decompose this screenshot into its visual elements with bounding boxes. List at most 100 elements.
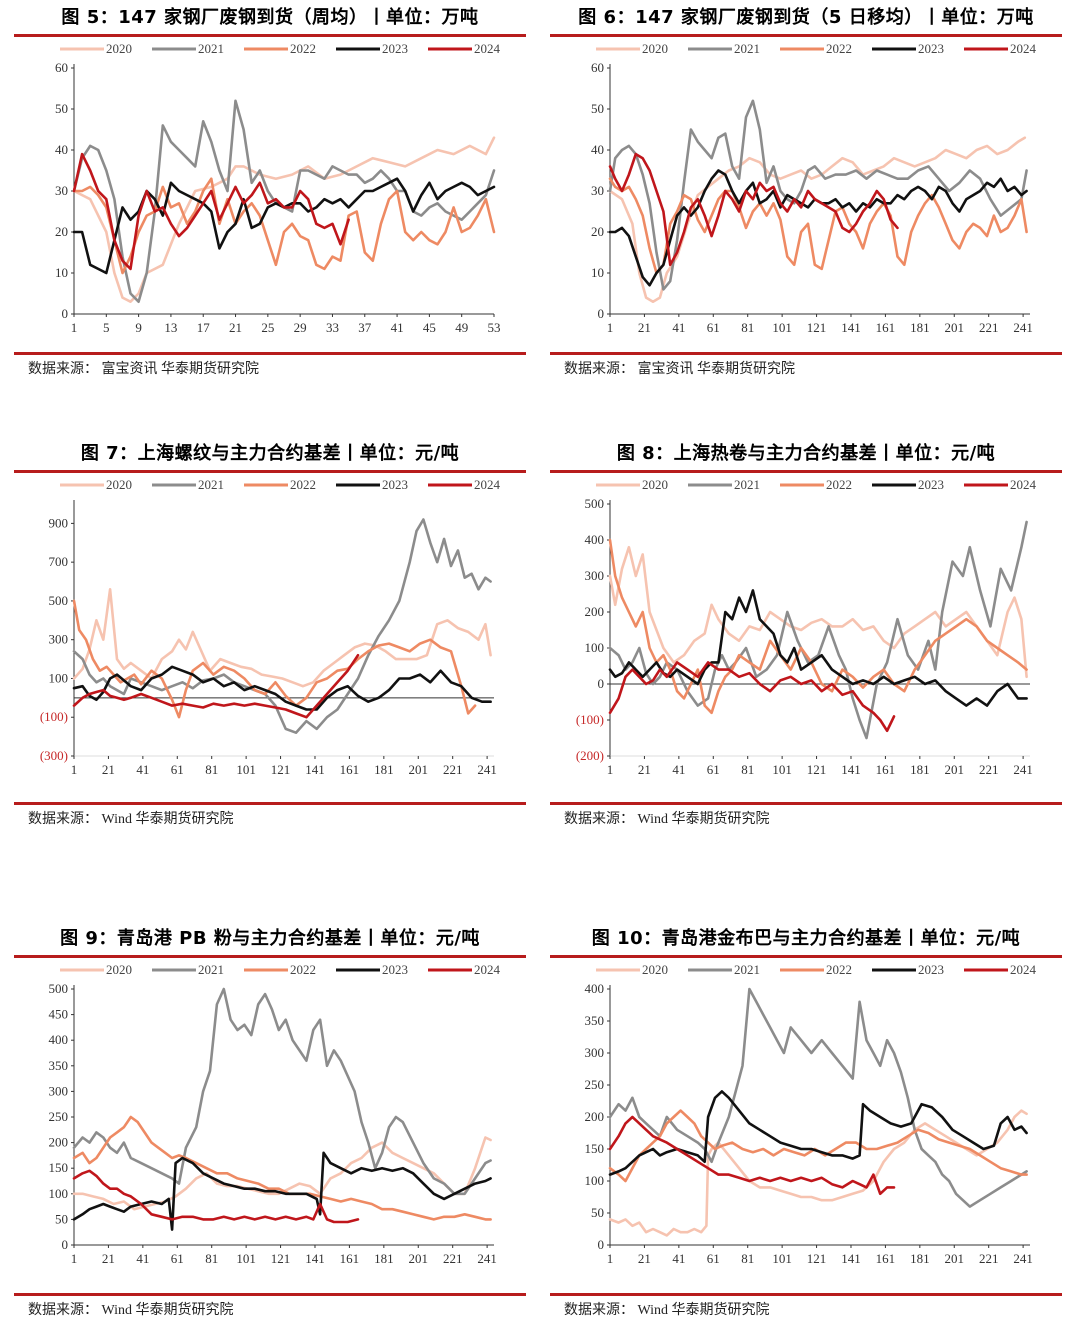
legend: 2020 2021 2022 2023 2024 [596,477,1037,492]
x-tick-label: 181 [374,1251,394,1266]
title-rule [550,470,1062,473]
legend-item: 2023 [872,477,944,492]
legend-item: 2023 [872,962,944,977]
x-tick-label: 141 [305,1251,325,1266]
source-rule [14,802,526,805]
series-line-2020 [608,545,1028,679]
x-tick-label: 121 [271,762,291,777]
x-tick-label: 81 [205,1251,218,1266]
legend-item: 2022 [780,477,852,492]
chart-svg: 2020 2021 2022 2023 2024 (300) (100) 100 300 500 7… [40,477,501,777]
y-tick-label: (200) [576,748,604,763]
chart-panel-fig5: 图 5：147 家钢厂废钢到货（周均）丨单位：万吨 2020 2021 2022 20… [14,4,526,384]
x-tick-label: 53 [488,320,501,335]
legend-item: 2022 [244,962,316,977]
legend-label: 2022 [826,962,852,977]
x-tick-label: 241 [1013,762,1033,777]
x-tick-label: 41 [136,762,149,777]
source-rule [14,1293,526,1296]
x-tick-label: 141 [841,1251,861,1266]
y-tick-label: 100 [49,670,69,685]
legend-label: 2022 [290,477,316,492]
y-tick-label: 200 [585,1109,605,1124]
y-tick-label: 60 [55,60,68,75]
y-tick-label: 500 [585,496,605,511]
series-line-2022 [608,1109,1028,1183]
x-tick-label: 161 [876,762,896,777]
x-tick-label: 161 [340,1251,360,1266]
legend-item: 2023 [336,477,408,492]
legend-label: 2020 [106,962,132,977]
legend-item: 2024 [964,41,1037,56]
title-rule [14,955,526,958]
x-tick-label: 201 [409,1251,429,1266]
y-tick-label: 300 [49,632,69,647]
x-tick-label: 241 [477,1251,497,1266]
legend: 2020 2021 2022 2023 2024 [596,41,1037,56]
x-tick-label: 121 [807,1251,827,1266]
y-tick-label: 0 [598,676,605,691]
y-tick-label: 100 [585,640,605,655]
x-tick-label: 221 [979,1251,999,1266]
x-tick-label: 221 [443,762,463,777]
x-tick-label: 29 [294,320,307,335]
y-tick-label: 0 [62,306,69,321]
series-line-2021 [72,987,492,1196]
legend-label: 2023 [918,477,944,492]
series-line-2021 [608,987,1028,1208]
y-tick-label: 100 [49,1186,69,1201]
legend-item: 2023 [336,962,408,977]
x-tick-label: 1 [607,320,614,335]
legend-label: 2024 [474,962,501,977]
series-line-2022 [72,177,496,275]
legend-item: 2020 [596,477,668,492]
legend: 2020 2021 2022 2023 2024 [60,41,501,56]
legend-label: 2022 [290,962,316,977]
x-tick-label: 41 [672,1251,685,1266]
y-tick-label: 700 [49,554,69,569]
legend-item: 2022 [244,41,316,56]
legend-item: 2020 [596,962,668,977]
legend-label: 2021 [734,41,760,56]
x-tick-label: 1 [71,320,78,335]
legend-label: 2024 [474,41,501,56]
x-tick-label: 5 [103,320,110,335]
legend-label: 2020 [642,477,668,492]
x-tick-label: 21 [102,762,115,777]
legend-label: 2024 [1010,41,1037,56]
legend-label: 2023 [918,962,944,977]
x-tick-label: 61 [171,1251,184,1266]
series-line-2021 [608,99,1028,291]
x-tick-label: 181 [374,762,394,777]
x-tick-label: 1 [71,1251,78,1266]
legend-label: 2024 [1010,962,1037,977]
legend-item: 2024 [964,962,1037,977]
legend-item: 2020 [596,41,668,56]
y-tick-label: 200 [585,604,605,619]
y-tick-label: 300 [585,1045,605,1060]
y-tick-label: (100) [40,709,68,724]
legend-label: 2023 [382,477,408,492]
chart-panel-fig9: 图 9：青岛港 PB 粉与主力合约基差丨单位：元/吨 2020 2021 2022 2… [14,925,526,1335]
y-tick-label: 0 [62,1237,69,1252]
source-rule [550,352,1062,355]
title-rule [550,955,1062,958]
x-tick-label: 61 [171,762,184,777]
series-line-2023 [72,665,492,711]
y-tick-label: 30 [55,183,68,198]
x-tick-label: 101 [772,320,792,335]
x-tick-label: 201 [945,762,965,777]
x-tick-label: 37 [358,320,372,335]
title-rule [14,470,526,473]
x-tick-label: 181 [910,320,930,335]
legend-item: 2020 [60,962,132,977]
series-line-2020 [72,1136,492,1211]
x-tick-label: 161 [876,1251,896,1266]
x-tick-label: 21 [229,320,242,335]
legend-label: 2021 [198,962,224,977]
title-rule [550,34,1062,37]
source-note: 数据来源： Wind 华泰期货研究院 [28,1303,234,1318]
y-tick-label: 50 [55,101,68,116]
legend-label: 2023 [382,41,408,56]
